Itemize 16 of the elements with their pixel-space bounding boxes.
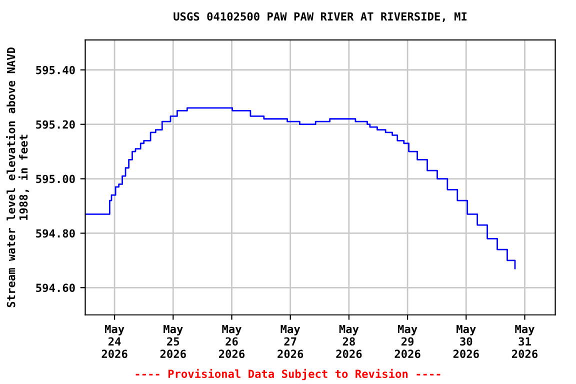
x-tick-label: May 25 2026 xyxy=(160,324,186,358)
chart-title: USGS 04102500 PAW PAW RIVER AT RIVERSIDE, MI xyxy=(174,12,466,22)
x-tick-label: May 27 2026 xyxy=(278,324,304,358)
x-tick-label: May 29 2026 xyxy=(394,324,420,358)
x-tick-label: May 30 2026 xyxy=(453,324,479,358)
text: ---- Provisional Data Subject to Revision ---- xyxy=(136,368,440,380)
x-tick-label: May 24 2026 xyxy=(102,324,128,358)
y-tick-label: 594.80 xyxy=(36,229,75,238)
y-axis-title: Stream water level elevation above NAVD 1988, in feet xyxy=(6,47,30,308)
x-tick-label: May 28 2026 xyxy=(336,324,362,358)
y-tick-label: 595.20 xyxy=(36,120,75,129)
y-tick-label: 594.60 xyxy=(36,284,75,292)
y-tick-label: 595.00 xyxy=(36,174,75,184)
x-tick-label: May 31 2026 xyxy=(512,324,538,358)
x-tick-label: May 26 2026 xyxy=(218,324,245,358)
y-tick-label: 595.40 xyxy=(36,66,75,74)
